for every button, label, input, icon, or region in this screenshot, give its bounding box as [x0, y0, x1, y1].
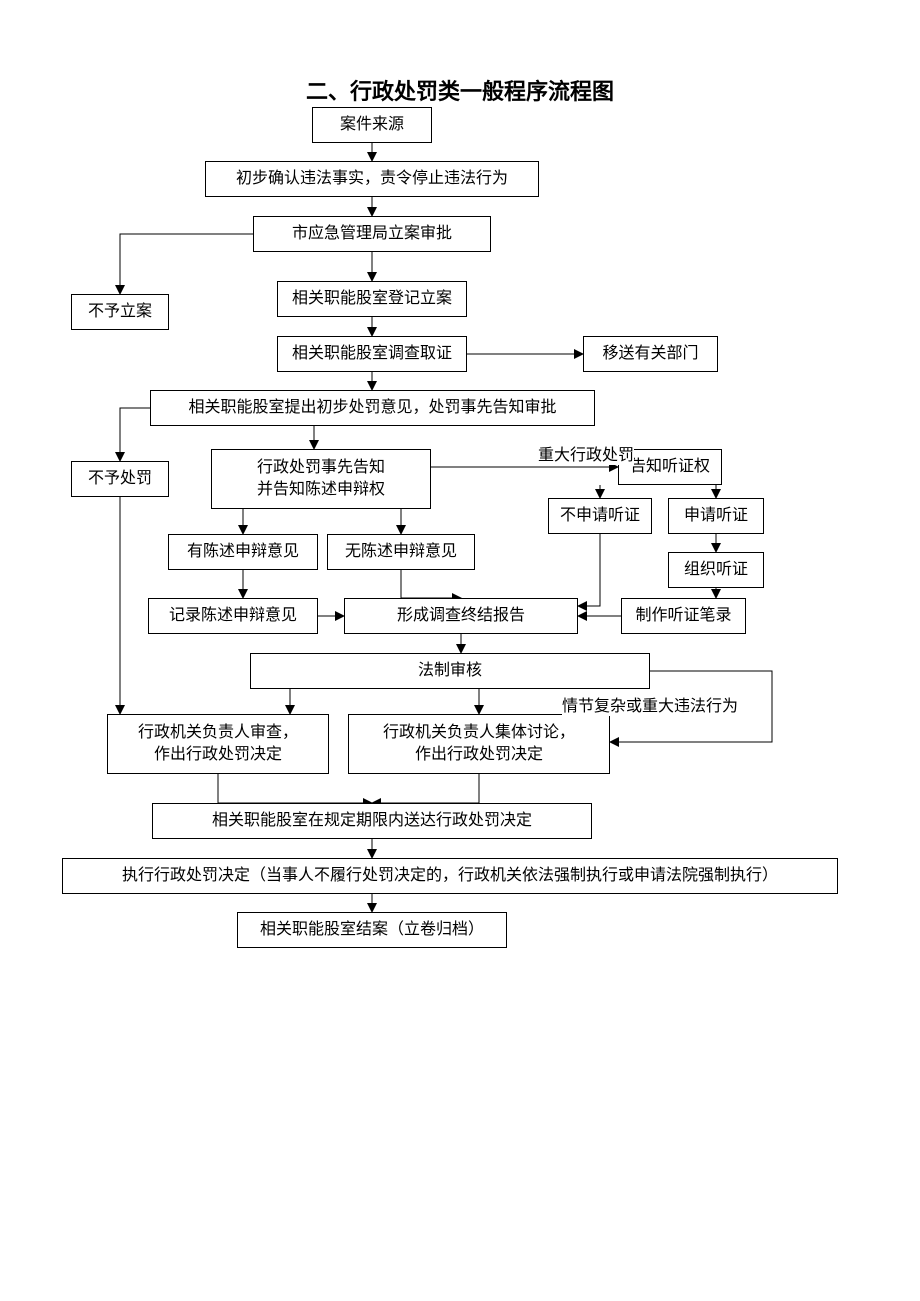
flow-node-n21: 行政机关负责人审查，作出行政处罚决定	[107, 714, 329, 774]
flow-node-n6: 相关职能股室调查取证	[277, 336, 467, 372]
edge-25	[372, 774, 479, 803]
flow-node-n18: 形成调查终结报告	[344, 598, 578, 634]
flow-node-n8: 相关职能股室提出初步处罚意见，处罚事先告知审批	[150, 390, 595, 426]
page-title: 二、行政处罚类一般程序流程图	[0, 74, 920, 106]
flow-node-n14: 不申请听证	[548, 498, 652, 534]
flow-node-n3: 市应急管理局立案审批	[253, 216, 491, 252]
flow-node-n7: 移送有关部门	[583, 336, 718, 372]
flow-node-n20: 法制审核	[250, 653, 650, 689]
flow-node-n13: 无陈述申辩意见	[327, 534, 475, 570]
flow-node-n16: 组织听证	[668, 552, 764, 588]
edge-3	[120, 234, 253, 294]
flow-node-n9: 不予处罚	[71, 461, 169, 497]
flow-node-n1: 案件来源	[312, 107, 432, 143]
flow-node-n15: 申请听证	[668, 498, 764, 534]
flow-node-n10: 行政处罚事先告知并告知陈述申辩权	[211, 449, 431, 509]
flow-node-n5: 不予立案	[71, 294, 169, 330]
edge-24	[218, 774, 372, 803]
flow-node-n25: 相关职能股室结案（立卷归档）	[237, 912, 507, 948]
flow-node-n17: 记录陈述申辩意见	[148, 598, 318, 634]
edge-7	[120, 408, 150, 461]
flow-node-n23: 相关职能股室在规定期限内送达行政处罚决定	[152, 803, 592, 839]
edge-label-l2: 情节复杂或重大违法行为	[562, 692, 738, 716]
edge-17	[401, 570, 461, 598]
edge-label-l1: 重大行政处罚	[538, 441, 634, 465]
flow-node-n19: 制作听证笔录	[621, 598, 746, 634]
flow-node-n22: 行政机关负责人集体讨论，作出行政处罚决定	[348, 714, 610, 774]
flow-node-n2: 初步确认违法事实，责令停止违法行为	[205, 161, 539, 197]
flow-node-n24: 执行行政处罚决定（当事人不履行处罚决定的，行政机关依法强制执行或申请法院强制执行…	[62, 858, 838, 894]
edge-20	[578, 534, 600, 606]
flow-node-n12: 有陈述申辩意见	[168, 534, 318, 570]
flow-node-n4: 相关职能股室登记立案	[277, 281, 467, 317]
